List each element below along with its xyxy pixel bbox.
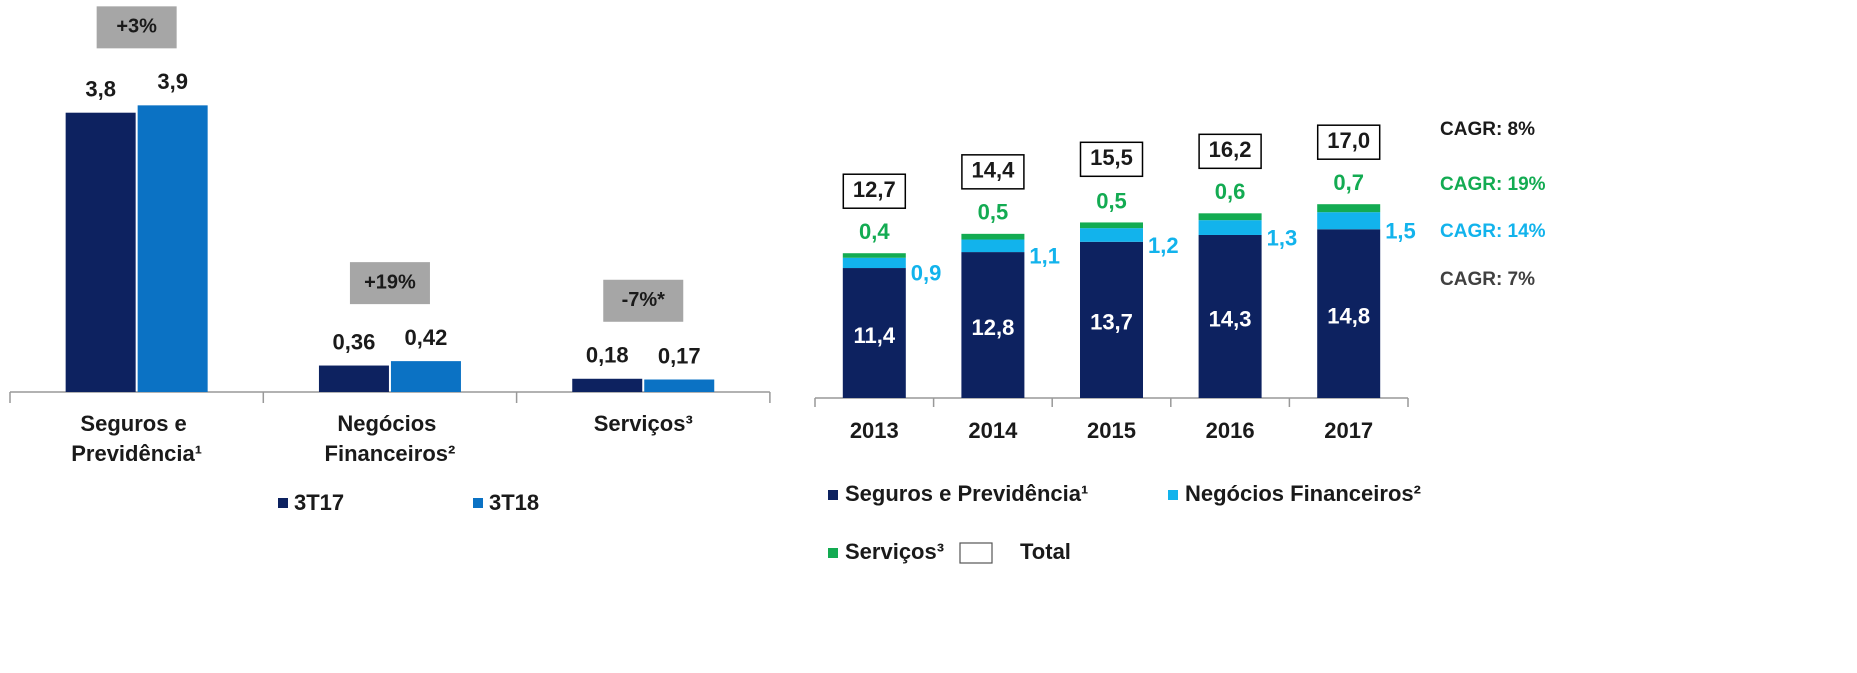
bar [65,112,136,392]
value-label: 13,7 [1090,310,1133,335]
value-label: 0,5 [978,200,1009,225]
legend-label: 3T17 [294,490,344,515]
growth-box [96,6,177,49]
value-label: 0,4 [859,219,890,244]
cagr-label: CAGR: 19% [1440,174,1546,195]
legend-swatch [1168,490,1178,500]
value-label: 0,18 [586,343,629,368]
bar-segment [1080,241,1143,398]
growth-label: -7%* [622,289,666,311]
value-label: 3,9 [157,69,188,94]
growth-box [349,262,430,305]
bar-segment [1198,234,1262,398]
category-label: Serviços³ [594,411,693,436]
category-label: 2016 [1206,418,1255,443]
total-box [961,154,1025,190]
legend-label: Seguros e Previdência¹ [845,481,1088,506]
value-label: 3,8 [85,77,116,102]
legend-swatch [828,548,838,558]
total-label: 16,2 [1209,137,1252,162]
growth-label: +19% [364,271,416,293]
bar-segment [1198,220,1262,235]
bar-segment [842,268,906,398]
category-label: 2017 [1324,418,1373,443]
bar-segment [961,252,1025,398]
legend-label: Total [1020,539,1071,564]
total-label: 12,7 [853,177,896,202]
bar [137,105,208,392]
total-label: 15,5 [1090,145,1133,170]
value-label: 0,17 [658,343,701,368]
cagr-label: CAGR: 14% [1440,221,1546,242]
value-label: 0,42 [405,325,448,350]
value-label: 1,3 [1267,225,1298,250]
bar-segment [1080,222,1143,229]
value-label: 1,1 [1029,244,1060,269]
bar-segment [1317,229,1381,398]
value-label: 0,7 [1333,170,1364,195]
bar-segment [961,239,1025,253]
category-label: 2013 [850,418,899,443]
cagr-label: CAGR: 8% [1440,119,1535,140]
value-label: 11,4 [853,323,895,348]
total-label: 17,0 [1327,128,1370,153]
bar [390,361,461,392]
value-label: 1,2 [1148,233,1179,258]
legend-label: 3T18 [489,490,539,515]
legend-label: Serviços³ [845,539,944,564]
legend-swatch [278,498,288,508]
value-label: 0,6 [1215,179,1246,204]
bar-segment [1317,204,1381,213]
value-label: 0,5 [1096,188,1127,213]
total-box [1316,124,1381,160]
bar-segment [842,253,906,258]
growth-label: +3% [116,16,157,38]
growth-box [603,279,684,322]
bar [318,365,389,392]
total-box [842,173,907,209]
category-label: Negócios Financeiros² [325,411,456,466]
value-label: 14,8 [1327,303,1370,328]
total-box [1198,133,1262,170]
legend-label: Negócios Financeiros² [1185,481,1421,506]
bar-segment [1080,228,1143,242]
legend-swatch [959,542,993,564]
value-label: 0,36 [333,329,376,354]
bar-segment [1198,213,1262,221]
bar-segment [1317,212,1381,230]
total-box [1079,141,1144,178]
bar [644,379,715,392]
value-label: 12,8 [971,315,1014,340]
category-label: 2015 [1087,418,1136,443]
legend-swatch [828,490,838,500]
legend-swatch [473,498,483,508]
cagr-label: CAGR: 7% [1440,269,1535,290]
value-label: 14,3 [1209,306,1252,331]
value-label: 1,5 [1385,219,1416,244]
value-label: 0,9 [911,261,942,286]
bar-segment [961,233,1025,240]
bar-segment [842,257,906,269]
category-label: 2014 [968,418,1018,443]
category-label: Seguros e Previdência¹ [71,411,202,466]
total-label: 14,4 [971,158,1015,183]
bar [572,378,643,392]
